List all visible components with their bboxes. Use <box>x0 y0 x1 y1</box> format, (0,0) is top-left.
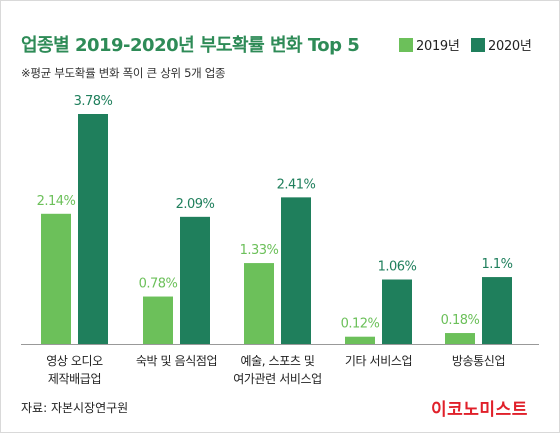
bar-2020-1 <box>180 216 210 344</box>
category-label-1-0: 숙박 및 음식점업 <box>136 354 217 368</box>
chart-title: 업종별 2019-2020년 부도확률 변화 Top 5 <box>21 35 360 56</box>
legend-swatch-2020 <box>471 38 485 52</box>
legend-swatch-2019 <box>399 38 413 52</box>
data-label-2019-0: 2.14% <box>37 194 76 209</box>
source-note: 자료: 자본시장연구원 <box>21 401 129 415</box>
data-label-2020-1: 2.09% <box>176 197 215 212</box>
category-label-3-0: 기타 서비스업 <box>345 354 412 368</box>
category-label-2-1: 여가관련 서비스업 <box>233 372 322 386</box>
data-label-2020-0: 3.78% <box>74 94 113 109</box>
data-label-2019-4: 0.18% <box>441 313 480 328</box>
bar-2019-1 <box>143 296 173 344</box>
category-label-4-0: 방송통신업 <box>452 354 505 368</box>
category-label-2-0: 예술, 스포츠 및 <box>240 354 314 368</box>
bar-2020-0 <box>78 114 108 344</box>
publisher-logo: 이코노미스트 <box>431 400 528 420</box>
data-label-2020-4: 1.1% <box>481 257 512 272</box>
chart-subtitle: ※평균 부도확률 변화 폭이 큰 상위 5개 업종 <box>21 66 226 80</box>
category-label-0-0: 영상 오디오 <box>46 354 103 368</box>
bar-2019-4 <box>445 333 475 344</box>
bar-2019-3 <box>345 336 375 344</box>
data-label-2019-3: 0.12% <box>341 317 380 332</box>
bar-2019-0 <box>41 213 71 344</box>
bar-2020-4 <box>482 277 512 344</box>
legend-label-2019: 2019년 <box>416 39 460 54</box>
data-label-2019-1: 0.78% <box>139 277 178 292</box>
bar-2020-3 <box>382 279 412 344</box>
data-label-2020-2: 2.41% <box>277 177 316 192</box>
bar-2019-2 <box>244 263 274 344</box>
bar-2020-2 <box>281 197 311 344</box>
data-label-2020-3: 1.06% <box>378 260 417 275</box>
category-label-0-1: 제작배급업 <box>48 372 101 386</box>
legend-label-2020: 2020년 <box>488 39 532 54</box>
legend-item-2019: 2019년 <box>399 35 460 54</box>
legend-item-2020: 2020년 <box>471 35 532 54</box>
data-label-2019-2: 1.33% <box>240 243 279 258</box>
